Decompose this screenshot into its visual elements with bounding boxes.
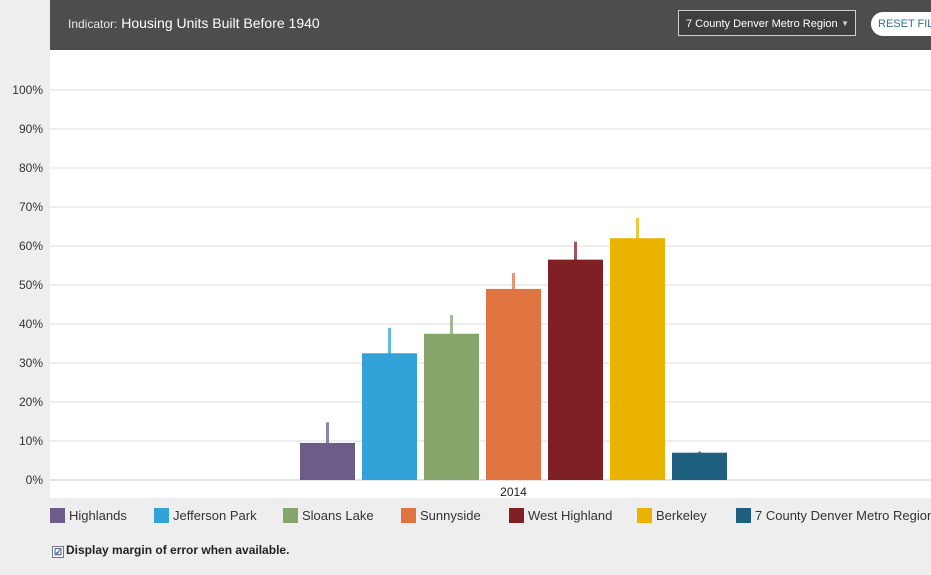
y-tick-label: 10% [19,434,43,448]
bar[interactable] [424,333,479,480]
margin-of-error-toggle[interactable]: ☑ Display margin of error when available. [52,543,289,558]
y-tick-label: 30% [19,356,43,370]
y-tick-label: 80% [19,161,43,175]
indicator-header: Indicator: Housing Units Built Before 19… [50,0,931,50]
legend-label: Sunnyside [420,508,481,523]
legend-item-highlands[interactable]: Highlands [50,507,127,525]
legend-swatch [637,508,652,523]
legend-item-sunnyside[interactable]: Sunnyside [401,507,481,525]
region-select-value: 7 County Denver Metro Region [686,18,838,30]
legend-item-sloans-lake[interactable]: Sloans Lake [283,507,374,525]
legend-label: Sloans Lake [302,508,374,523]
legend-item-metro-region[interactable]: 7 County Denver Metro Region [736,507,931,525]
bar[interactable] [548,259,603,480]
legend-label: Jefferson Park [173,508,257,523]
legend-label: 7 County Denver Metro Region [755,508,931,523]
bar-chart: 0% 10% 20% 30% 40% 50% 60% 70% 80% 90% 100% 2014 [12,83,931,499]
legend-item-berkeley[interactable]: Berkeley [637,507,707,525]
y-tick-label: 0% [26,473,44,487]
y-tick-label: 20% [19,395,43,409]
indicator-label: Indicator: [68,17,118,31]
legend-item-jefferson-park[interactable]: Jefferson Park [154,507,257,525]
legend-swatch [283,508,298,523]
y-tick-label: 70% [19,200,43,214]
y-tick-label: 50% [19,278,43,292]
legend-swatch [50,508,65,523]
legend-label: West Highland [528,508,613,523]
x-tick-label: 2014 [500,485,527,499]
bar[interactable] [610,238,665,480]
legend-swatch [401,508,416,523]
bar[interactable] [486,288,541,480]
legend-swatch [736,508,751,523]
reset-filters-button[interactable]: RESET FILT [871,12,931,36]
legend-swatch [154,508,169,523]
legend-label: Highlands [69,508,127,523]
margin-of-error-label: Display margin of error when available. [66,543,290,557]
chart-legend: Highlands Jefferson Park Sloans Lake Sun… [50,507,931,527]
chevron-down-icon: ▼ [841,19,849,28]
indicator-title: Indicator: Housing Units Built Before 19… [68,15,320,31]
y-tick-label: 60% [19,239,43,253]
indicator-value: Housing Units Built Before 1940 [121,15,320,31]
checkbox-checked-icon[interactable]: ☑ [52,546,64,558]
y-tick-label: 40% [19,317,43,331]
legend-label: Berkeley [656,508,707,523]
legend-swatch [509,508,524,523]
y-tick-label: 100% [12,83,43,97]
legend-item-west-highland[interactable]: West Highland [509,507,612,525]
y-tick-label: 90% [19,122,43,136]
region-select[interactable]: 7 County Denver Metro Region ▼ [678,10,856,36]
bar[interactable] [672,452,727,480]
